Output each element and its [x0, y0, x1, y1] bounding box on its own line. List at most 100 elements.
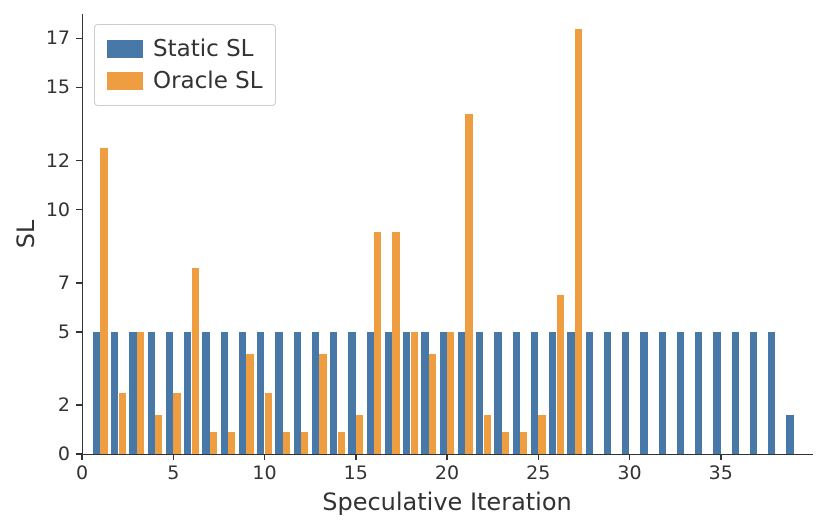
bar: [659, 332, 666, 454]
xtick-label: 20: [435, 462, 459, 484]
bar: [148, 332, 155, 454]
bar: [549, 332, 556, 454]
xtick-mark: [629, 454, 631, 460]
bar: [458, 332, 465, 454]
bar: [465, 114, 472, 454]
bar: [732, 332, 739, 454]
bar: [484, 415, 491, 454]
bar: [283, 432, 290, 454]
bar: [575, 29, 582, 454]
ytick-mark: [76, 160, 82, 162]
bar: [440, 332, 447, 454]
bar: [246, 354, 253, 454]
bar: [93, 332, 100, 454]
bar: [447, 332, 454, 454]
bar: [239, 332, 246, 454]
bar: [640, 332, 647, 454]
bar: [202, 332, 209, 454]
bar: [184, 332, 191, 454]
bar: [210, 432, 217, 454]
bar: [538, 415, 545, 454]
xtick-mark: [538, 454, 540, 460]
bar: [604, 332, 611, 454]
bar: [294, 332, 301, 454]
bar: [348, 332, 355, 454]
ytick-mark: [76, 404, 82, 406]
bar: [713, 332, 720, 454]
xtick-label: 30: [617, 462, 641, 484]
xtick-label: 25: [526, 462, 550, 484]
bar: [403, 332, 410, 454]
bar: [502, 432, 509, 454]
legend-item: Static SL: [107, 33, 263, 65]
bar: [392, 232, 399, 454]
xtick-mark: [264, 454, 266, 460]
bar: [166, 332, 173, 454]
bar: [531, 332, 538, 454]
bar: [119, 393, 126, 454]
legend-label: Oracle SL: [153, 65, 263, 97]
ytick-mark: [76, 282, 82, 284]
bar: [155, 415, 162, 454]
bar: [421, 332, 428, 454]
ytick-mark: [76, 38, 82, 40]
bar: [275, 332, 282, 454]
xtick-label: 35: [709, 462, 733, 484]
bar: [374, 232, 381, 454]
bar: [476, 332, 483, 454]
bar: [768, 332, 775, 454]
bar: [367, 332, 374, 454]
bar: [312, 332, 319, 454]
bar: [520, 432, 527, 454]
bar: [411, 332, 418, 454]
legend-swatch: [107, 72, 143, 90]
bar: [221, 332, 228, 454]
bar: [111, 332, 118, 454]
ytick-mark: [76, 209, 82, 211]
bar: [265, 393, 272, 454]
bar: [695, 332, 702, 454]
ytick-mark: [76, 331, 82, 333]
bar: [786, 415, 793, 454]
bar: [319, 354, 326, 454]
xtick-mark: [81, 454, 83, 460]
bar: [622, 332, 629, 454]
x-axis-label: Speculative Iteration: [82, 488, 812, 516]
ytick-label: 7: [0, 272, 70, 294]
bar: [330, 332, 337, 454]
legend-swatch: [107, 40, 143, 58]
bar: [429, 354, 436, 454]
legend-item: Oracle SL: [107, 65, 263, 97]
xtick-mark: [173, 454, 175, 460]
bar: [257, 332, 264, 454]
bar: [338, 432, 345, 454]
bar: [301, 432, 308, 454]
legend: Static SLOracle SL: [94, 24, 276, 106]
bar: [173, 393, 180, 454]
chart-container: SL Speculative Iteration Static SLOracle…: [0, 0, 832, 521]
bar: [228, 432, 235, 454]
ytick-label: 17: [0, 27, 70, 49]
legend-label: Static SL: [153, 33, 254, 65]
y-axis-label: SL: [12, 220, 40, 249]
xtick-mark: [355, 454, 357, 460]
bar: [494, 332, 501, 454]
bar: [677, 332, 684, 454]
ytick-label: 2: [0, 394, 70, 416]
xtick-label: 0: [76, 462, 88, 484]
ytick-mark: [76, 87, 82, 89]
ytick-label: 15: [0, 76, 70, 98]
ytick-label: 10: [0, 199, 70, 221]
bar: [586, 332, 593, 454]
bar: [567, 332, 574, 454]
bar: [557, 295, 564, 454]
bar: [192, 268, 199, 454]
ytick-label: 5: [0, 321, 70, 343]
bar: [137, 332, 144, 454]
bar: [356, 415, 363, 454]
bar: [750, 332, 757, 454]
ytick-label: 12: [0, 150, 70, 172]
bar: [513, 332, 520, 454]
ytick-label: 0: [0, 443, 70, 465]
bar: [129, 332, 136, 454]
